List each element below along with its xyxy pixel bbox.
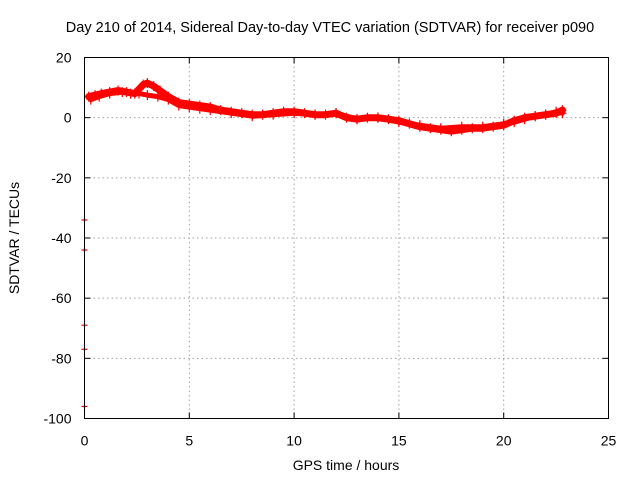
data-point — [174, 100, 183, 111]
data-point — [126, 88, 135, 99]
data-point — [227, 108, 236, 119]
data-point — [143, 90, 152, 101]
data-point — [105, 88, 114, 99]
data-point — [149, 81, 158, 92]
data-point — [415, 120, 424, 131]
data-point — [373, 112, 382, 123]
data-point — [558, 108, 567, 119]
data-point — [164, 94, 173, 105]
y-tick-label: 20 — [56, 50, 72, 66]
data-point — [118, 87, 127, 98]
data-point — [552, 106, 561, 117]
data-point — [352, 114, 361, 125]
data-point — [290, 108, 299, 119]
x-tick-label: 0 — [81, 433, 89, 449]
x-tick-labels: 0 5 10 15 20 25 — [81, 433, 617, 449]
data-point — [541, 109, 550, 120]
data-point — [269, 109, 278, 120]
y-axis-label: SDTVAR / TECUs — [6, 182, 22, 294]
x-tick-label: 10 — [286, 433, 302, 449]
data-point — [499, 118, 508, 129]
data-point — [143, 78, 152, 89]
x-tick-label: 5 — [185, 433, 193, 449]
y-tick-label: -60 — [51, 290, 71, 306]
data-point — [139, 79, 148, 90]
y-tick-label: 0 — [64, 110, 72, 126]
data-point — [311, 109, 320, 120]
x-tick-label: 25 — [601, 433, 617, 449]
y-tick-label: -40 — [51, 230, 71, 246]
data-point — [531, 111, 540, 122]
data-point — [436, 123, 445, 134]
data-point — [95, 91, 104, 102]
data-point — [153, 91, 162, 102]
axis-ticks — [84, 57, 609, 419]
data-point — [195, 103, 204, 114]
data-point — [478, 121, 487, 132]
y-tick-label: -20 — [51, 170, 71, 186]
data-point — [185, 102, 194, 113]
data-point — [86, 94, 95, 105]
data-point — [457, 121, 466, 132]
data-point — [155, 85, 164, 96]
y-tick-label: -80 — [51, 350, 71, 366]
data-point — [248, 111, 257, 122]
data-point — [206, 105, 215, 116]
chart-title: Day 210 of 2014, Sidereal Day-to-day VTE… — [66, 20, 594, 36]
data-point — [520, 114, 529, 125]
gridlines — [84, 57, 609, 419]
data-series — [81, 78, 567, 409]
y-tick-labels: 20 0 -20 -40 -60 -80 -100 — [43, 50, 71, 427]
data-point — [134, 88, 143, 99]
series-line — [88, 89, 565, 131]
data-point — [394, 117, 403, 128]
y-tick-label: -100 — [43, 411, 71, 427]
x-tick-label: 15 — [391, 433, 407, 449]
x-tick-label: 20 — [496, 433, 512, 449]
data-point — [510, 117, 519, 128]
x-axis-label: GPS time / hours — [293, 457, 400, 473]
data-point — [332, 108, 341, 119]
